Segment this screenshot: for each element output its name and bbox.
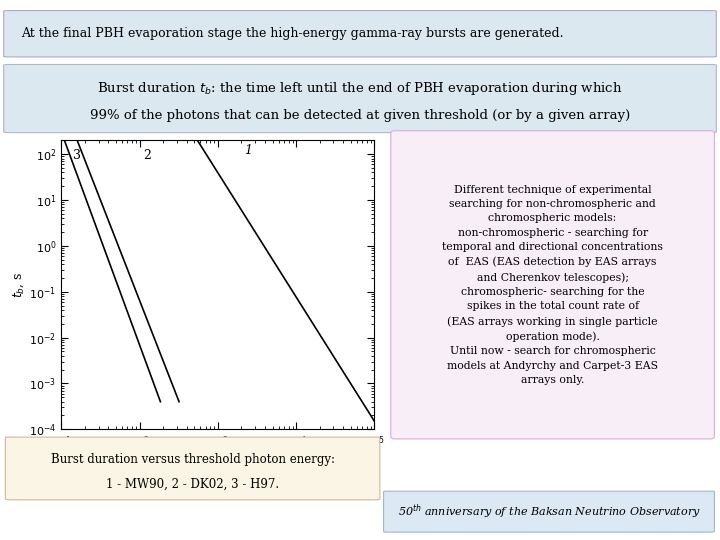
Text: 1 - MW90, 2 - DK02, 3 - H97.: 1 - MW90, 2 - DK02, 3 - H97. — [106, 477, 279, 490]
FancyBboxPatch shape — [391, 131, 714, 439]
FancyBboxPatch shape — [384, 491, 714, 532]
X-axis label: $E_{th}$, GeV: $E_{th}$, GeV — [191, 454, 245, 469]
FancyBboxPatch shape — [4, 11, 716, 57]
Text: Burst duration $t_b$: the time left until the end of PBH evaporation during whic: Burst duration $t_b$: the time left unti… — [97, 80, 623, 97]
Text: 3: 3 — [73, 148, 81, 161]
Text: 1: 1 — [245, 144, 253, 157]
Text: Burst duration versus threshold photon energy:: Burst duration versus threshold photon e… — [50, 453, 335, 465]
FancyBboxPatch shape — [4, 64, 716, 133]
Text: At the final PBH evaporation stage the high-energy gamma-ray bursts are generate: At the final PBH evaporation stage the h… — [22, 27, 564, 40]
FancyBboxPatch shape — [5, 437, 380, 500]
Text: Different technique of experimental
searching for non-chromospheric and
chromosp: Different technique of experimental sear… — [442, 185, 663, 385]
Y-axis label: $t_b$, s: $t_b$, s — [12, 272, 26, 298]
Text: 50$^{th}$ anniversary of the Baksan Neutrino Observatory: 50$^{th}$ anniversary of the Baksan Neut… — [397, 502, 701, 521]
Text: 99% of the photons that can be detected at given threshold (or by a given array): 99% of the photons that can be detected … — [90, 109, 630, 122]
Text: 2: 2 — [143, 148, 150, 161]
